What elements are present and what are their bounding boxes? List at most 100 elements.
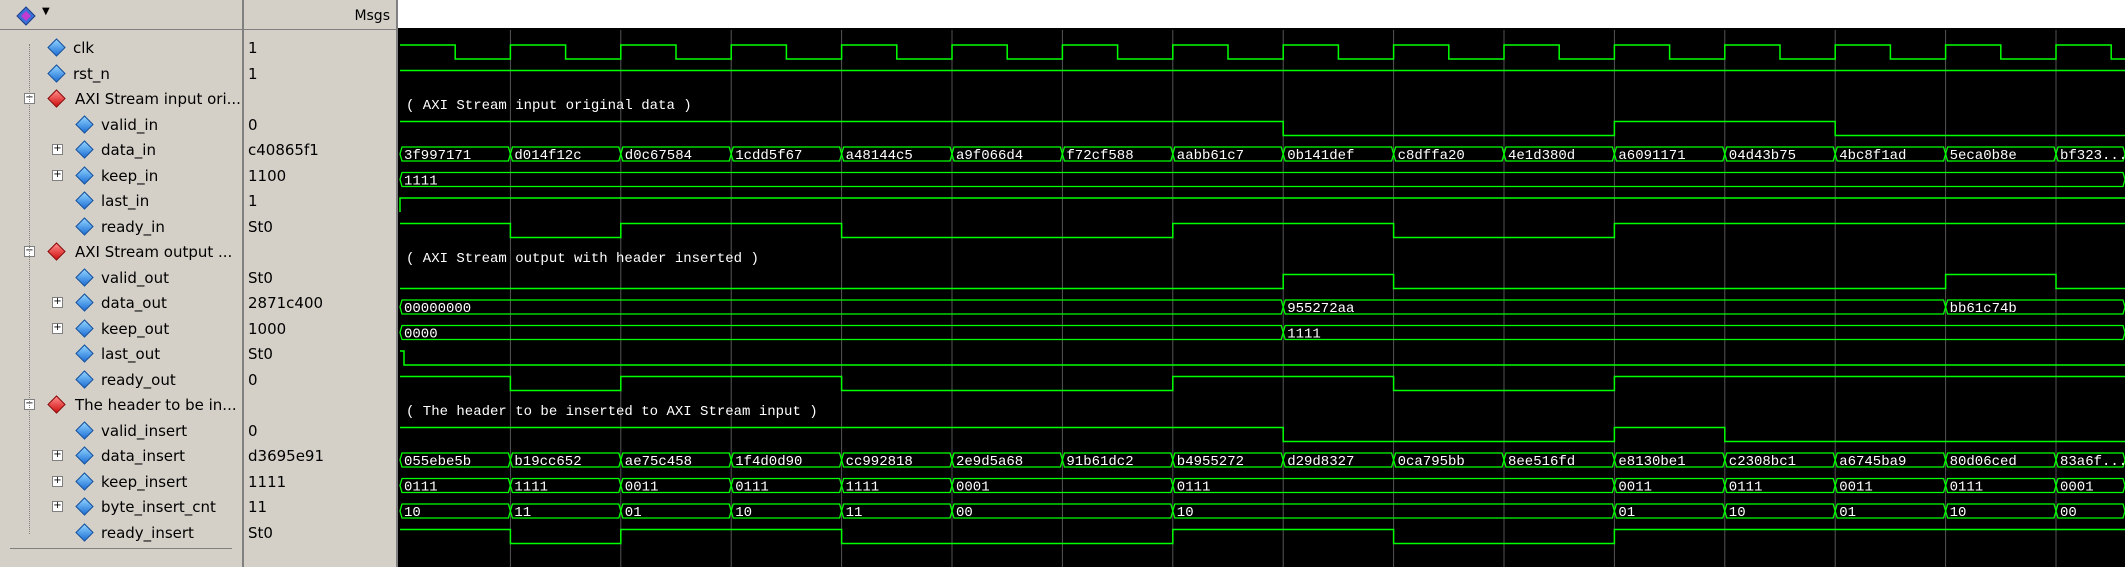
data_in-value: d014f12c	[514, 148, 581, 164]
data_in-value: 4bc8f1ad	[1839, 148, 1906, 164]
signal-name-pane: ▼ clk rst_n − AXI Stream input ori... valid_…	[0, 0, 244, 567]
signal-row-ready_in[interactable]: ready_in	[0, 215, 242, 240]
signal-row-valid_in[interactable]: valid_in	[0, 113, 242, 138]
ready_out-wave	[400, 375, 2125, 392]
signal-diamond-icon	[75, 318, 94, 338]
data_insert-value: 2e9d5a68	[956, 454, 1023, 470]
wave-tool-icon[interactable]	[16, 6, 36, 26]
data_insert-value: a6745ba9	[1839, 454, 1906, 470]
keep_insert-value: 0111	[1950, 480, 1984, 496]
keep_insert-value: 0111	[1177, 480, 1211, 496]
signal-diamond-icon	[75, 369, 94, 389]
signal-row-ready_out[interactable]: ready_out	[0, 368, 242, 393]
expand-icon[interactable]: +	[52, 500, 63, 512]
data_in-segment	[1944, 146, 2057, 162]
signal-row-clk[interactable]: clk	[0, 36, 242, 61]
data_insert-value: 055ebe5b	[404, 454, 471, 470]
signal-value-text: 0	[248, 115, 258, 134]
byte_insert_cnt-value: 11	[514, 505, 531, 521]
signal-value-text: c40865f1	[248, 141, 319, 159]
keep_insert-segment	[1944, 477, 2057, 494]
expand-icon[interactable]: +	[52, 168, 63, 181]
byte_insert_cnt-segment	[840, 503, 953, 519]
data_in-value: a6091171	[1618, 148, 1685, 164]
data_insert-value: cc992818	[846, 454, 913, 470]
expand-icon[interactable]: +	[52, 321, 63, 334]
signal-value-text: 2871c400	[248, 294, 324, 312]
expand-icon[interactable]: +	[52, 474, 63, 487]
signal-diamond-icon	[75, 140, 94, 159]
signal-diamond-icon	[75, 191, 94, 210]
value-pane-header: Msgs	[244, 0, 396, 30]
byte_insert_cnt-segment	[1724, 503, 1836, 519]
signal-value-text: St0	[248, 523, 273, 542]
data_in-segment	[951, 146, 1064, 162]
signal-diamond-icon	[75, 446, 94, 465]
signal-row-valid_insert[interactable]: valid_insert	[0, 419, 242, 444]
signal-value-text: 1100	[248, 166, 287, 185]
signal-row-last_in[interactable]: last_in	[0, 189, 242, 214]
signal-name: data_out	[101, 294, 167, 312]
signal-row-byte_insert_cnt[interactable]: + byte_insert_cnt	[0, 495, 242, 520]
signal-diamond-icon	[75, 344, 94, 363]
keep_in-value: 1111	[404, 174, 438, 190]
signal-row-keep_insert[interactable]: + keep_insert	[0, 470, 242, 495]
byte_insert_cnt-segment	[1613, 503, 1726, 519]
keep_in-segment	[399, 171, 2125, 188]
keep_insert-value: 0111	[404, 480, 438, 496]
data_in-segment	[1724, 146, 1836, 162]
keep_out-value: 1111	[1287, 327, 1321, 343]
keep_insert-segment	[1724, 477, 1836, 494]
signal-row-last_out[interactable]: last_out	[0, 342, 242, 367]
signal-name: keep_in	[101, 166, 159, 185]
keep_insert-value: 0111	[1729, 480, 1763, 496]
chevron-down-icon[interactable]: ▼	[42, 6, 50, 17]
expand-icon[interactable]: +	[52, 449, 63, 461]
data_insert-segment	[2055, 452, 2125, 468]
expand-icon[interactable]: +	[52, 296, 63, 308]
last_in-wave	[399, 197, 2125, 212]
data_in-segment	[1503, 146, 1616, 162]
data_in-value: aabb61c7	[1177, 148, 1244, 164]
signal-row-the-header-to-be-in-[interactable]: − The header to be in...	[0, 393, 242, 418]
signal-diamond-icon	[75, 471, 94, 491]
signal-name: data_in	[101, 141, 156, 159]
signal-row-valid_out[interactable]: valid_out	[0, 266, 242, 291]
signal-row-data_insert[interactable]: + data_insert	[0, 444, 242, 469]
signal-value-text: 1	[248, 64, 258, 83]
byte_insert_cnt-value: 01	[1839, 505, 1856, 521]
keep_insert-segment	[1172, 477, 1616, 494]
byte_insert_cnt-segment	[730, 503, 843, 519]
signal-name: last_out	[101, 345, 161, 363]
signal-diamond-icon	[47, 63, 66, 83]
waveform-canvas[interactable]: ( AXI Stream input original data ) ( AXI …	[398, 30, 2125, 567]
byte_insert_cnt-segment	[1834, 503, 1947, 519]
data_in-segment	[1061, 146, 1174, 162]
byte_insert_cnt-segment	[509, 503, 622, 519]
waveform-pane[interactable]: ( AXI Stream input original data ) ( AXI …	[398, 0, 2125, 567]
signal-row-data_out[interactable]: + data_out	[0, 291, 242, 316]
signal-row-rst_n[interactable]: rst_n	[0, 62, 242, 87]
signal-value-pane: Msgs 1 1 0 c40865f1 1100 1 St0 St0 2871c400 1000 S…	[244, 0, 398, 567]
keep_insert-segment	[509, 477, 622, 494]
data_insert-value: 80d06ced	[1950, 454, 2017, 470]
data_insert-segment	[1613, 452, 1726, 468]
signal-name: valid_in	[101, 115, 159, 134]
signal-name: keep_out	[101, 319, 170, 338]
data_out-segment	[1944, 299, 2125, 315]
data_insert-value: e8130be1	[1618, 454, 1685, 470]
signal-row-axi-stream-output-[interactable]: − AXI Stream output ...	[0, 240, 242, 265]
keep_insert-value: 0001	[2060, 480, 2094, 496]
data_out-value: 00000000	[404, 301, 471, 317]
data_in-value: d0c67584	[625, 148, 692, 164]
signal-row-keep_out[interactable]: + keep_out	[0, 317, 242, 342]
signal-row-data_in[interactable]: + data_in	[0, 138, 242, 163]
data_in-value: bf323...	[2060, 148, 2125, 164]
signal-row-ready_insert[interactable]: ready_insert	[0, 521, 242, 546]
signal-row-keep_in[interactable]: + keep_in	[0, 164, 242, 189]
signal-row-axi-stream-input-ori-[interactable]: − AXI Stream input ori...	[0, 87, 242, 112]
signal-diamond-icon	[75, 420, 94, 440]
data_in-value: 3f997171	[404, 148, 471, 164]
ready_insert-wave	[400, 528, 2125, 545]
expand-icon[interactable]: +	[52, 143, 63, 155]
